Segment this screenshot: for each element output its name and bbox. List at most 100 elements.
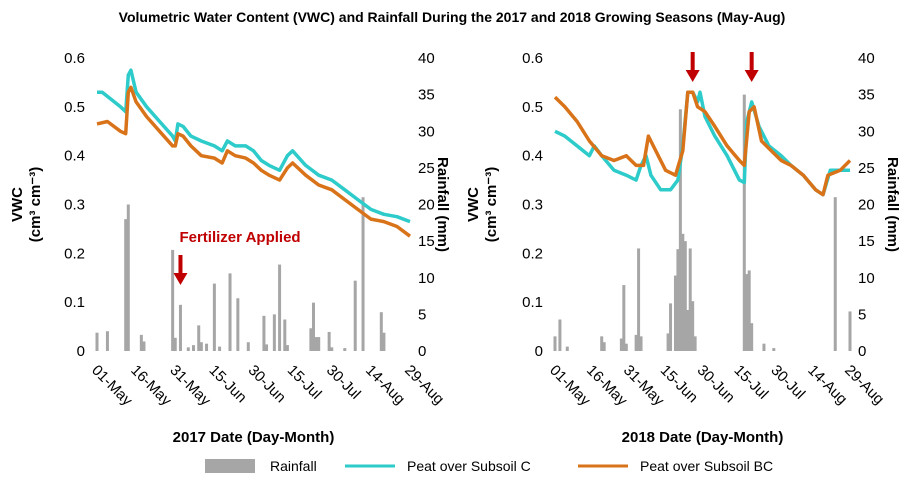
rain-bar (382, 332, 386, 351)
rain-bar (676, 249, 680, 351)
rain-bar (688, 248, 692, 351)
y2-tick-label: 25 (418, 160, 435, 177)
rain-bar (619, 338, 623, 351)
y-tick-label: 0.1 (64, 294, 85, 311)
y2-tick-label: 15 (858, 233, 875, 250)
rain-bar (246, 342, 250, 351)
y2-tick-label: 35 (858, 87, 875, 104)
rain-bar (173, 337, 177, 351)
rain-bar (178, 304, 182, 351)
y-tick-label: 0.5 (64, 99, 85, 116)
rain-bar (228, 273, 232, 351)
y-axis-units: (cm³ cm⁻³) (483, 167, 500, 242)
rain-bar (285, 345, 289, 351)
annotation-arrowhead (744, 70, 759, 82)
y-tick-label: 0.2 (64, 245, 85, 262)
vwc-line (96, 85, 412, 238)
rain-bar (742, 94, 746, 351)
rain-bar (192, 345, 196, 351)
rain-bar (353, 280, 357, 351)
rain-bar (343, 348, 347, 351)
rain-bar (634, 334, 638, 351)
rain-bar (278, 264, 282, 351)
rain-bar (212, 283, 216, 351)
y2-tick-label: 25 (858, 160, 875, 177)
rain-bar (124, 219, 128, 351)
y2-tick-label: 20 (418, 197, 435, 214)
rain-bar (265, 344, 269, 351)
x-tick-label: 16-May (127, 362, 175, 410)
rain-bar (95, 332, 99, 351)
x-axis-label: 2017 Date (Day-Month) (173, 429, 335, 446)
rain-bar (762, 343, 766, 351)
legend: Rainfall Peat over Subsoil C Peat over S… (205, 458, 773, 474)
y2-tick-label: 30 (858, 123, 875, 140)
annotation-arrowhead (685, 70, 700, 82)
rain-bar (186, 347, 190, 351)
rain-bar (361, 197, 365, 351)
rain-bar (622, 285, 626, 351)
y-tick-label: 0.6 (64, 50, 85, 67)
x-tick-label: 15-Jun (206, 362, 250, 406)
y2-tick-label: 15 (418, 233, 435, 250)
x-tick-label: 14-Aug (362, 362, 408, 408)
y2-tick-label: 0 (858, 343, 866, 360)
y-tick-label: 0.3 (522, 197, 543, 214)
y-tick-label: 0.4 (64, 148, 85, 165)
rain-bar (558, 319, 562, 351)
rain-bar (678, 109, 682, 352)
rain-bar (693, 336, 697, 351)
x-tick-label: 14-Aug (804, 362, 850, 408)
rain-bar (683, 241, 687, 351)
y2-tick-label: 5 (418, 306, 426, 323)
x-tick-label: 31-May (166, 362, 214, 410)
legend-label: Rainfall (270, 458, 317, 474)
rain-bar (197, 325, 201, 351)
y2-tick-label: 40 (418, 50, 435, 67)
rain-bar (205, 343, 209, 351)
y-tick-label: 0.2 (522, 245, 543, 262)
legend-label: Peat over Subsoil BC (640, 458, 773, 474)
y-tick-label: 0 (77, 343, 85, 360)
y-axis-label: VWC (9, 187, 26, 222)
x-tick-label: 29-Aug (401, 362, 447, 408)
rain-bar (681, 233, 685, 351)
rain-bar (565, 346, 569, 351)
rain-bar (639, 336, 643, 351)
vwc-line (553, 90, 852, 197)
rain-bar (272, 314, 276, 351)
y-tick-label: 0.1 (522, 294, 543, 311)
x-tick-label: 15-Jul (731, 362, 772, 403)
y-tick-label: 0.5 (522, 99, 543, 116)
rain-bar (317, 337, 321, 351)
rain-bar (750, 323, 754, 351)
y2-tick-label: 20 (858, 197, 875, 214)
rain-bar (747, 270, 751, 351)
rain-bar (691, 301, 695, 351)
rain-bar (600, 336, 604, 351)
rain-bar (142, 341, 146, 351)
y2-tick-label: 30 (418, 123, 435, 140)
rain-bar (379, 312, 383, 351)
rain-bar (199, 342, 203, 351)
legend-label: Peat over Subsoil C (407, 458, 531, 474)
rain-bar (262, 315, 266, 351)
rain-bar (283, 319, 287, 351)
y-tick-label: 0 (535, 343, 543, 360)
rain-bar (669, 303, 673, 351)
rain-bar (105, 331, 109, 351)
rain-bar (624, 343, 628, 351)
rain-bar (833, 197, 837, 351)
rain-bar (218, 346, 222, 351)
y2-tick-label: 35 (418, 87, 435, 104)
y2-tick-label: 5 (858, 306, 866, 323)
x-axis-label: 2018 Date (Day-Month) (622, 429, 784, 446)
y-tick-label: 0.4 (522, 148, 543, 165)
figure-title: Volumetric Water Content (VWC) and Rainf… (119, 9, 786, 25)
rain-bar (171, 249, 175, 351)
rain-bar (314, 337, 318, 351)
y2-tick-label: 0 (418, 343, 426, 360)
x-tick-label: 01-May (88, 362, 136, 410)
y-axis-label: VWC (465, 187, 482, 222)
